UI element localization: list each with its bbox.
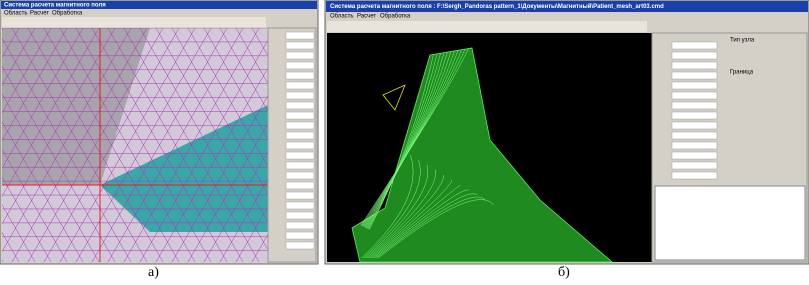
input-field [672, 162, 717, 169]
input-field [672, 102, 717, 109]
figure: Система расчета магнитного поля Область … [0, 0, 809, 280]
input-field [672, 122, 717, 129]
input-field [286, 112, 314, 119]
input-field [286, 82, 314, 89]
panel-label: Тип узла [730, 38, 755, 44]
menu-item[interactable]: Обработка [380, 14, 411, 20]
input-field [286, 192, 314, 199]
page: Система расчета магнитного поля Область … [0, 0, 809, 280]
input-field [286, 212, 314, 219]
input-field [286, 182, 314, 189]
input-field [672, 172, 717, 179]
input-field [286, 92, 314, 99]
input-field [672, 42, 717, 49]
toolbar [327, 21, 647, 32]
input-field [286, 232, 314, 239]
screenshot-b: Система расчета магнитного поля : F:\Ser… [325, 0, 809, 264]
input-field [286, 172, 314, 179]
input-field [672, 112, 717, 119]
input-field [286, 62, 314, 69]
caption: б) [558, 265, 570, 280]
input-field [286, 142, 314, 149]
panel-label: Граница [730, 70, 754, 76]
input-field [672, 82, 717, 89]
input-field [672, 92, 717, 99]
input-field [672, 52, 717, 59]
input-field [672, 142, 717, 149]
input-field [286, 72, 314, 79]
input-field [286, 122, 314, 129]
input-field [672, 152, 717, 159]
output-box [655, 186, 805, 260]
menu-item[interactable]: Расчет [357, 14, 376, 20]
window-title: Система расчета магнитного поля : F:\Ser… [330, 3, 664, 10]
input-field [672, 132, 717, 139]
input-field [286, 32, 314, 39]
input-field [286, 242, 314, 249]
input-field [286, 42, 314, 49]
input-field [286, 202, 314, 209]
caption: а) [148, 265, 159, 280]
input-field [286, 132, 314, 139]
menu-item[interactable]: Область [330, 14, 354, 20]
menu-item[interactable]: Область [4, 11, 28, 17]
input-field [286, 152, 314, 159]
input-field [286, 162, 314, 169]
toolbar [2, 17, 266, 27]
menu-item[interactable]: Расчет [30, 11, 49, 17]
input-field [672, 72, 717, 79]
window-title: Система расчета магнитного поля [4, 3, 106, 9]
input-field [672, 62, 717, 69]
input-field [286, 102, 314, 109]
input-field [286, 222, 314, 229]
menu-item[interactable]: Обработка [52, 11, 83, 17]
input-field [286, 52, 314, 59]
